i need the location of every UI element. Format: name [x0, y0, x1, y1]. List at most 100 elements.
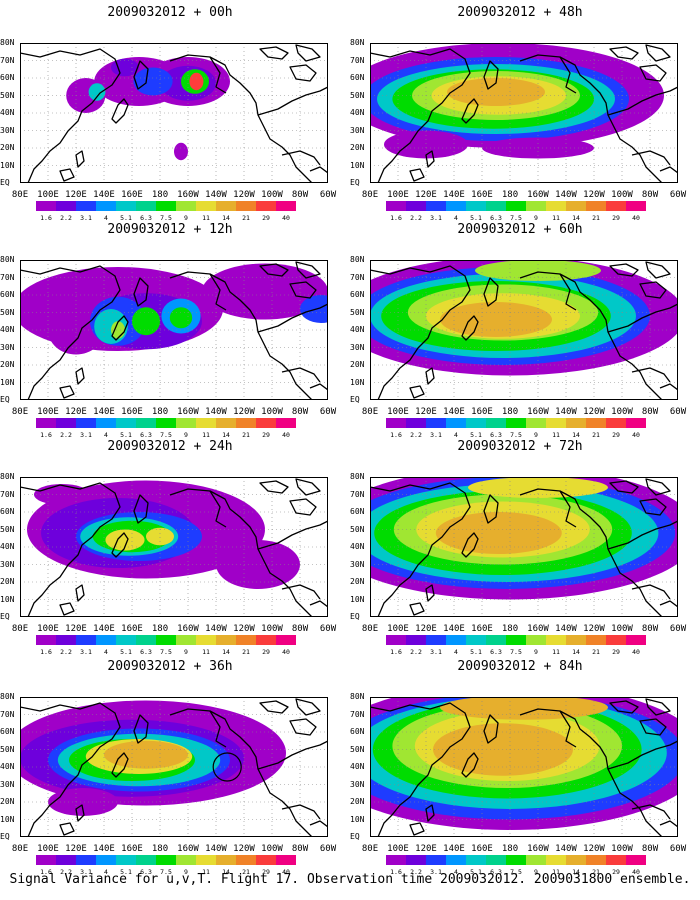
lon-tick-label: 140E	[93, 624, 115, 634]
colorbar-swatch	[56, 418, 76, 428]
lon-tick-label: 180	[151, 407, 169, 417]
colorbar-swatch	[506, 201, 526, 211]
colorbar-swatch	[626, 855, 646, 865]
colorbar-label: 3.1	[80, 648, 92, 656]
colorbar-label: 1.6	[40, 648, 52, 656]
colorbar-swatch	[196, 201, 216, 211]
colorbar-swatch	[546, 635, 566, 645]
colorbar-swatch	[76, 635, 96, 645]
colorbar	[386, 201, 646, 211]
lon-tick-label: 80W	[641, 407, 659, 417]
colorbar	[386, 635, 646, 645]
lon-tick-label: 100E	[37, 190, 59, 200]
lat-tick-label: 20N	[350, 143, 365, 152]
coastlines	[370, 261, 678, 400]
colorbar-label: 6.3	[490, 868, 502, 876]
colorbar-label: 6.3	[490, 648, 502, 656]
lon-tick-label: 120E	[415, 624, 437, 634]
colorbar-label: 40	[282, 648, 290, 656]
lon-tick-label: 80E	[361, 190, 379, 200]
colorbar-swatch	[216, 201, 236, 211]
lat-tick-label: 20N	[350, 577, 365, 586]
colorbar-swatch	[276, 201, 296, 211]
lon-tick-label: 120W	[583, 624, 605, 634]
colorbar-swatch	[256, 201, 276, 211]
map-grid	[20, 477, 328, 617]
lat-tick-label: 70N	[350, 489, 365, 499]
lat-tick-label: 20N	[0, 577, 15, 586]
map-panel: 2009032012 + 24h EQ 10N 20N 30N 40N 50N 60N 70N 8…	[0, 439, 340, 656]
lat-tick-label: 30N	[350, 125, 365, 135]
lon-tick-label: 60W	[319, 844, 337, 854]
colorbar-label: 2.2	[410, 868, 422, 876]
colorbar-label: 4	[104, 648, 108, 656]
lon-tick-label: 180	[151, 190, 169, 200]
lat-tick-label: 20N	[0, 360, 15, 369]
lat-tick-label: 80N	[0, 472, 15, 481]
map-grid	[20, 697, 328, 837]
lat-tick-label: 80N	[0, 692, 15, 701]
lat-tick-label: 80N	[350, 472, 365, 481]
colorbar-swatch	[626, 201, 646, 211]
colorbar-label: 7.5	[510, 868, 522, 876]
lon-tick-label: 100E	[387, 190, 409, 200]
colorbar-swatch	[36, 201, 56, 211]
map-grid	[370, 43, 678, 183]
colorbar-swatch	[116, 418, 136, 428]
lon-tick-label: 80W	[291, 624, 309, 634]
lat-tick-label: 20N	[350, 360, 365, 369]
lon-tick-label: 120E	[415, 844, 437, 854]
map-grid	[370, 477, 678, 617]
colorbar-label: 11	[202, 868, 210, 876]
lon-tick-label: 140W	[205, 844, 227, 854]
variance-map	[20, 697, 328, 837]
colorbar-label: 40	[632, 214, 640, 222]
lon-tick-label: 140W	[205, 624, 227, 634]
colorbar-swatch	[116, 201, 136, 211]
lat-tick-label: 70N	[0, 272, 15, 282]
colorbar-swatch	[196, 418, 216, 428]
lon-tick-label: 60W	[669, 407, 687, 417]
lon-tick-label: 140E	[443, 844, 465, 854]
lat-tick-label: 20N	[0, 797, 15, 806]
lon-tick-label: 160E	[121, 844, 143, 854]
lon-tick-label: 160W	[177, 844, 199, 854]
lon-tick-label: 160W	[527, 624, 549, 634]
colorbar-label: 5.1	[120, 648, 132, 656]
lon-tick-label: 180	[151, 844, 169, 854]
map-grid	[20, 260, 328, 400]
lon-tick-label: 140W	[555, 190, 577, 200]
colorbar-label: 11	[552, 648, 560, 656]
colorbar-swatch	[466, 418, 486, 428]
lat-tick-label: EQ	[0, 832, 10, 841]
lat-tick-label: 10N	[350, 377, 365, 387]
colorbar-label: 1.6	[40, 431, 52, 439]
lon-tick-label: 140E	[443, 190, 465, 200]
colorbar-swatch	[236, 201, 256, 211]
colorbar-label: 9	[534, 431, 538, 439]
lat-tick-label: 10N	[350, 814, 365, 824]
colorbar-swatch	[176, 855, 196, 865]
lon-tick-label: 120E	[415, 407, 437, 417]
lon-tick-label: 80E	[361, 407, 379, 417]
variance-field	[370, 477, 678, 600]
colorbar-swatch	[566, 418, 586, 428]
lat-tick-label: 70N	[0, 489, 15, 499]
colorbar-swatch	[236, 635, 256, 645]
lon-tick-label: 80E	[361, 844, 379, 854]
lon-tick-label: 100W	[261, 844, 283, 854]
lon-tick-label: 100W	[611, 624, 633, 634]
colorbar-swatch	[506, 418, 526, 428]
colorbar-label: 6.3	[140, 214, 152, 222]
map-grid	[370, 260, 678, 400]
lon-tick-label: 80E	[11, 190, 29, 200]
lat-tick-label: 50N	[0, 307, 15, 317]
lat-tick-label: EQ	[0, 395, 10, 404]
colorbar-label: 9	[534, 868, 538, 876]
lon-tick-label: 80E	[361, 624, 379, 634]
colorbar-swatch	[196, 855, 216, 865]
colorbar-swatch	[626, 635, 646, 645]
colorbar-label: 14	[222, 648, 230, 656]
colorbar-swatch	[156, 635, 176, 645]
colorbar-swatch	[136, 418, 156, 428]
